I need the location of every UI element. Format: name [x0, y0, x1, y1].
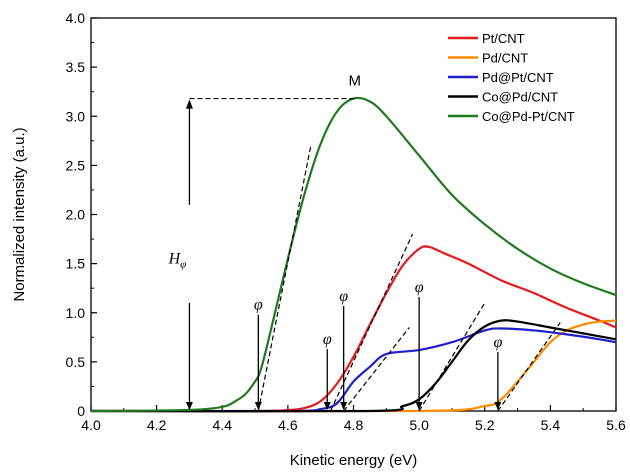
x-tick-label: 4.8 — [344, 417, 364, 433]
height-arrow-up-head — [185, 99, 193, 109]
x-tick-label: 5.6 — [606, 417, 626, 433]
peak-label: M — [349, 73, 362, 90]
phi-marker-arrowhead — [254, 402, 262, 410]
legend: Pt/CNT Pd/CNT Pd@Pt/CNT Co@Pd/CNT Co@Pd-Pt/C… — [448, 31, 575, 124]
height-label: Hφ — [168, 251, 187, 271]
y-tick-label: 3.5 — [66, 59, 86, 75]
y-axis-title: Normalized intensity (a.u.) — [11, 127, 28, 301]
legend-label: Pd/CNT — [482, 51, 528, 66]
series-line-pt-cnt — [90, 245, 617, 413]
y-tick-label: 1.0 — [66, 305, 86, 321]
tangent-line — [329, 233, 414, 412]
phi-label: φ — [323, 331, 332, 348]
phi-label: φ — [493, 334, 502, 351]
phi-marker-arrowhead — [323, 402, 331, 410]
x-tick-label: 4.2 — [147, 417, 167, 433]
x-axis-title: Kinetic energy (eV) — [290, 452, 418, 469]
y-tick-label: 0.5 — [66, 354, 86, 370]
series-line-pd-pt-cnt — [90, 327, 617, 413]
tangent-line — [497, 322, 561, 412]
y-tick-label: 2.5 — [66, 157, 86, 173]
phi-label: φ — [415, 279, 424, 296]
y-tick-label: 4.0 — [66, 10, 86, 26]
phi-marker-arrowhead — [415, 402, 423, 410]
height-label-sub: φ — [180, 259, 186, 271]
y-tick-label: 0 — [77, 403, 85, 419]
annotations: φ φ φ φ φ M Hφ — [168, 73, 502, 410]
legend-label: Pt/CNT — [482, 31, 525, 46]
series-line-co-pd-cnt — [90, 319, 617, 413]
phi-label: φ — [254, 297, 263, 314]
x-tick-label: 5.0 — [409, 417, 429, 433]
tangent-line — [343, 327, 410, 412]
tangent-line — [257, 145, 312, 412]
x-tick-label: 5.2 — [475, 417, 495, 433]
x-tick-label: 5.4 — [541, 417, 561, 433]
x-tick-label: 4.4 — [213, 417, 233, 433]
phi-label: φ — [339, 288, 348, 305]
height-arrow-down-head — [185, 402, 193, 410]
series-line-co-pd-pt-cnt — [90, 96, 617, 413]
y-tick-label: 2.0 — [66, 207, 86, 223]
x-tick-label: 4.0 — [81, 417, 101, 433]
y-tick-label: 3.0 — [66, 108, 86, 124]
y-tick-label: 1.5 — [66, 256, 86, 272]
x-tick-label: 4.6 — [278, 417, 298, 433]
phi-marker-arrowhead — [340, 402, 348, 410]
tick-marks: 4.0 4.2 4.4 4.6 4.8 5.0 5.2 5.4 5.6 0 0.5 1.0 1.5 2.0… — [66, 10, 626, 433]
phi-marker-arrowhead — [494, 402, 502, 410]
tangent-line — [418, 302, 486, 412]
height-label-main: H — [168, 251, 182, 268]
legend-label: Co@Pd/CNT — [482, 90, 558, 105]
legend-label: Co@Pd-Pt/CNT — [482, 109, 575, 124]
legend-label: Pd@Pt/CNT — [482, 70, 554, 85]
series-lines — [90, 96, 617, 413]
